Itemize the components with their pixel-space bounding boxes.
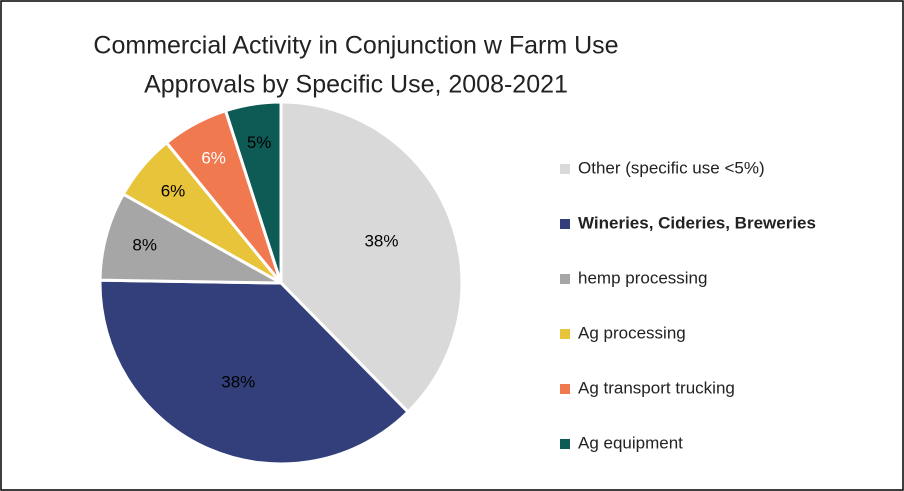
chart-title: Approvals by Specific Use, 2008-2021 <box>144 71 568 99</box>
pie-slice <box>279 100 464 415</box>
data-label: 38% <box>221 372 255 391</box>
legend-label: Ag processing <box>578 323 686 342</box>
data-label: 6% <box>201 148 226 167</box>
legend-label: Ag transport trucking <box>578 378 735 397</box>
legend-swatch <box>560 274 570 284</box>
legend-label: Ag equipment <box>578 433 683 452</box>
data-label: 5% <box>247 133 272 152</box>
pie-slice <box>98 192 282 285</box>
legend-label: Other (specific use <5%) <box>578 158 765 177</box>
legend-swatch <box>560 329 570 339</box>
pie-slice <box>223 100 283 284</box>
legend-swatch <box>560 164 570 174</box>
data-label: 8% <box>132 236 157 255</box>
data-label: 6% <box>161 182 186 201</box>
legend-swatch <box>560 219 570 229</box>
legend-swatch <box>560 384 570 394</box>
legend-label: Wineries, Cideries, Breweries <box>578 213 816 232</box>
chart-title: Commercial Activity in Conjunction w Far… <box>93 32 618 60</box>
data-label: 38% <box>364 231 398 250</box>
legend-swatch <box>560 439 570 449</box>
legend-label: hemp processing <box>578 268 707 287</box>
pie-slice <box>98 278 411 466</box>
